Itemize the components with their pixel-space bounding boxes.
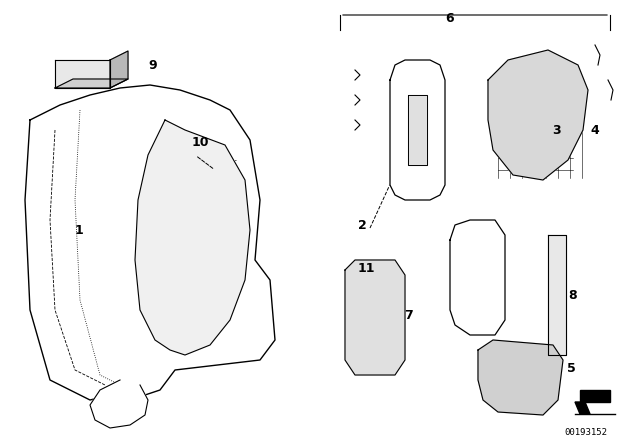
Text: 2: 2: [358, 219, 367, 232]
Polygon shape: [55, 79, 128, 88]
Text: 1: 1: [75, 224, 84, 237]
Polygon shape: [450, 220, 505, 335]
Polygon shape: [408, 95, 427, 165]
Polygon shape: [110, 51, 128, 88]
Polygon shape: [345, 260, 405, 375]
Text: 8: 8: [568, 289, 577, 302]
Polygon shape: [478, 340, 563, 415]
Text: 00193152: 00193152: [564, 427, 607, 436]
Text: 11: 11: [358, 262, 376, 275]
Polygon shape: [548, 235, 566, 355]
Polygon shape: [575, 402, 590, 414]
Text: 5: 5: [567, 362, 576, 375]
Text: 6: 6: [445, 12, 454, 25]
Text: 4: 4: [590, 124, 599, 137]
Polygon shape: [90, 380, 148, 428]
Polygon shape: [390, 60, 445, 200]
Text: 3: 3: [552, 124, 561, 137]
Polygon shape: [25, 85, 275, 400]
Polygon shape: [55, 60, 110, 88]
Polygon shape: [580, 390, 610, 402]
Text: 9: 9: [148, 59, 157, 72]
Polygon shape: [135, 120, 250, 355]
Text: 7: 7: [404, 309, 413, 322]
Text: 10: 10: [192, 135, 209, 148]
Polygon shape: [488, 50, 588, 180]
